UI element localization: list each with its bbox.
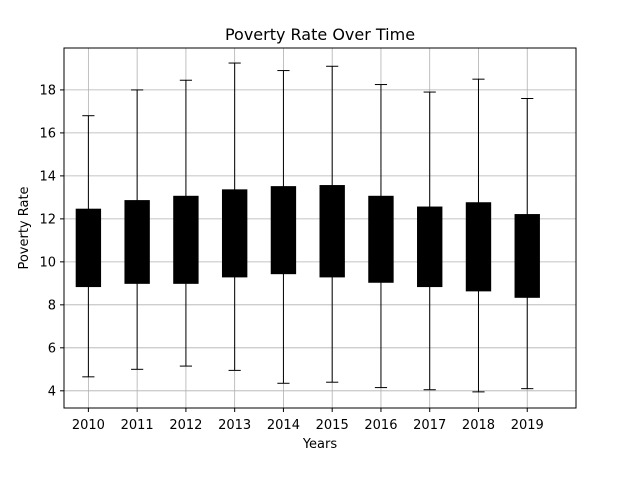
- x-axis-title: Years: [302, 437, 338, 452]
- tick-layer: 4 6 8 10 12 14 16 18 2010 2011 2012 2013 2014 2015 201…: [39, 83, 543, 433]
- box-2013: [221, 189, 248, 278]
- box-2019: [514, 214, 540, 298]
- x-tick-label: 2017: [413, 418, 446, 433]
- y-tick-label: 6: [48, 341, 56, 356]
- x-tick-label: 2012: [169, 418, 202, 433]
- box-2018: [465, 202, 492, 292]
- y-tick-label: 14: [39, 169, 56, 184]
- box-2016: [368, 195, 394, 283]
- box-2012: [173, 195, 199, 284]
- y-tick-label: 12: [39, 212, 56, 227]
- x-tick-label: 2011: [121, 418, 154, 433]
- box-layer: [75, 62, 540, 393]
- x-tick-label: 2016: [364, 418, 397, 433]
- x-tick-label: 2018: [462, 418, 495, 433]
- y-tick-label: 16: [39, 126, 56, 141]
- x-tick-label: 2015: [316, 418, 349, 433]
- x-tick-label: 2010: [72, 418, 105, 433]
- plot-area-frame: [63, 47, 577, 409]
- y-tick-label: 18: [39, 83, 56, 98]
- y-axis-title: Poverty Rate: [17, 186, 32, 269]
- chart-title: Poverty Rate Over Time: [225, 25, 415, 44]
- box-2011: [124, 200, 150, 284]
- box-2017: [417, 206, 443, 288]
- y-tick-label: 10: [39, 255, 56, 270]
- box-2010: [75, 208, 102, 288]
- y-tick-label: 4: [48, 384, 56, 399]
- y-tick-label: 8: [48, 298, 56, 313]
- box-2014: [270, 186, 297, 275]
- x-tick-label: 2019: [511, 418, 544, 433]
- x-tick-label: 2014: [267, 418, 300, 433]
- x-tick-label: 2013: [218, 418, 251, 433]
- box-2015: [319, 185, 345, 278]
